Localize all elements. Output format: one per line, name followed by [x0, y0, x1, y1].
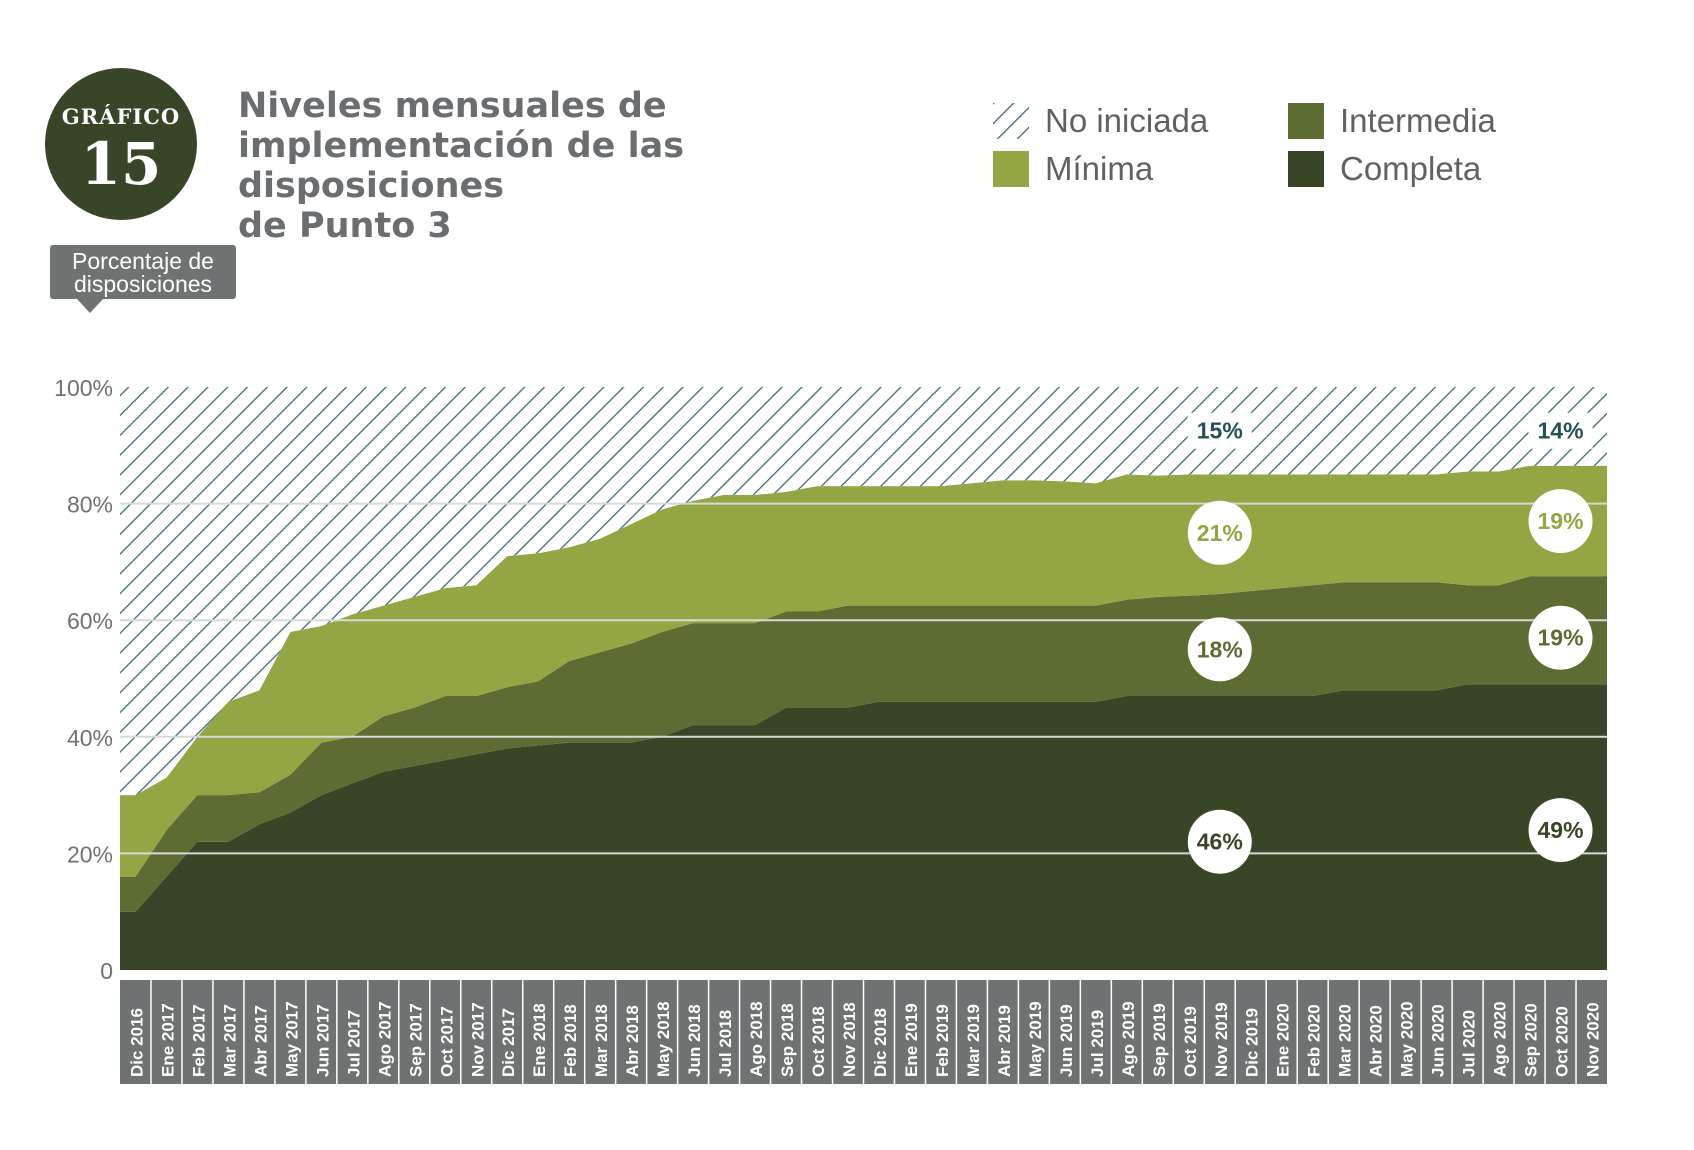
annotation-bubble	[1187, 809, 1252, 874]
legend-label-intermedia: Intermedia	[1340, 102, 1496, 139]
y-tick-label: 20%	[67, 841, 113, 867]
y-tick-label: 80%	[67, 492, 113, 518]
legend-label-no-iniciada: No iniciada	[1045, 102, 1209, 139]
x-tick-label: Sep 2020	[1522, 1003, 1541, 1077]
x-tick-label: Feb 2017	[189, 1004, 208, 1077]
x-tick-label: Ago 2020	[1491, 1001, 1510, 1077]
x-tick-label: Ago 2017	[375, 1001, 394, 1077]
x-tick-label: Mar 2019	[964, 1004, 983, 1077]
y-tick-label: 60%	[67, 608, 113, 634]
area-series-no-iniciada	[120, 387, 1607, 796]
legend-item-completa: Completa	[1288, 149, 1481, 189]
x-tick-label: Feb 2019	[933, 1004, 952, 1077]
y-axis-unit-label: Porcentaje de disposiciones	[50, 245, 236, 299]
legend-label-completa: Completa	[1340, 150, 1482, 187]
annotation-bubble	[1528, 605, 1593, 670]
x-tick-label: Nov 2017	[468, 1002, 487, 1077]
legend-swatch-no-iniciada	[993, 103, 1029, 139]
x-tick-label: May 2020	[1398, 1001, 1417, 1077]
x-tick-label: Dic 2018	[871, 1008, 890, 1077]
x-tick-label: Nov 2020	[1584, 1002, 1603, 1077]
y-tick-label: 0	[100, 958, 113, 984]
x-tick-label: Jul 2019	[1088, 1010, 1107, 1077]
x-tick-label: Abr 2020	[1367, 1005, 1386, 1077]
x-tick-label: Oct 2017	[437, 1006, 456, 1077]
annotation-backdrop	[1528, 412, 1593, 449]
x-tick-label: Abr 2018	[623, 1005, 642, 1077]
x-tick-label: Ene 2019	[902, 1003, 921, 1077]
chart-badge: GRÁFICO 15	[45, 68, 197, 220]
x-tick-label: Ene 2017	[158, 1003, 177, 1077]
annotation-label: 19%	[1538, 508, 1584, 534]
x-tick-label: May 2018	[654, 1001, 673, 1077]
x-tick-label: Mar 2017	[220, 1004, 239, 1077]
x-tick-label: Jun 2018	[685, 1004, 704, 1077]
x-tick-label: Nov 2019	[1212, 1002, 1231, 1077]
x-tick-label: Abr 2017	[251, 1005, 270, 1077]
x-tick-label: Dic 2016	[127, 1008, 146, 1077]
legend-swatch-completa	[1288, 151, 1324, 187]
annotation-label: 46%	[1197, 829, 1243, 855]
x-tick-label: Ene 2018	[530, 1003, 549, 1077]
x-tick-label: Oct 2019	[1181, 1006, 1200, 1077]
area-series-minima	[120, 465, 1607, 877]
x-tick-label: Jul 2018	[716, 1010, 735, 1077]
x-tick-label: Ene 2020	[1274, 1003, 1293, 1077]
x-tick-label: Dic 2017	[499, 1008, 518, 1077]
annotation-bubble	[1187, 617, 1252, 682]
annotation-backdrop	[1187, 412, 1252, 449]
annotation-label: 19%	[1538, 625, 1584, 651]
x-tick-label: May 2017	[282, 1001, 301, 1077]
y-tick-label: 40%	[67, 725, 113, 751]
x-tick-label: Jul 2020	[1460, 1010, 1479, 1077]
y-axis-unit-pointer	[77, 299, 103, 313]
annotation-label: 14%	[1538, 418, 1584, 444]
x-tick-label: Ago 2018	[747, 1001, 766, 1077]
x-tick-label: Jun 2020	[1429, 1004, 1448, 1077]
x-tick-label: Sep 2018	[778, 1003, 797, 1077]
x-tick-label: Ago 2019	[1119, 1001, 1138, 1077]
badge-number: 15	[80, 130, 162, 198]
badge-label: GRÁFICO	[61, 104, 181, 129]
x-tick-label: Feb 2018	[561, 1004, 580, 1077]
x-tick-label: Mar 2020	[1336, 1004, 1355, 1077]
legend-label-minima: Mínima	[1045, 150, 1154, 187]
annotation-label: 18%	[1197, 636, 1243, 662]
x-tick-label: Sep 2017	[406, 1003, 425, 1077]
x-tick-label: Jun 2019	[1057, 1004, 1076, 1077]
annotation-label: 21%	[1197, 520, 1243, 546]
annotation-bubble	[1187, 500, 1252, 565]
x-tick-label: Nov 2018	[840, 1002, 859, 1077]
y-tick-label: 100%	[54, 375, 113, 401]
plot-area: 0 20% 40% 60% 80% 100% Dic 2016 Ene 2017 Feb 201…	[54, 375, 1607, 1084]
annotation-label: 49%	[1538, 817, 1584, 843]
legend-swatch-minima	[993, 151, 1029, 187]
x-tick-label: Abr 2019	[995, 1005, 1014, 1077]
x-tick-label: Jun 2017	[313, 1004, 332, 1077]
x-tick-label: Dic 2019	[1243, 1008, 1262, 1077]
chart-title: Niveles mensuales de implementación de l…	[238, 86, 685, 246]
annotation-bubble	[1528, 798, 1593, 863]
x-tick-label: Sep 2019	[1150, 1003, 1169, 1077]
x-tick-label: May 2019	[1026, 1001, 1045, 1077]
annotation-bubble	[1528, 489, 1593, 554]
x-tick-label: Feb 2020	[1305, 1004, 1324, 1077]
x-tick-label: Mar 2018	[592, 1004, 611, 1077]
annotation-label: 15%	[1197, 418, 1243, 444]
x-tick-label: Oct 2018	[809, 1006, 828, 1077]
legend-swatch-intermedia	[1288, 103, 1324, 139]
area-series-completa	[120, 684, 1607, 970]
legend-item-no-iniciada: No iniciada	[993, 101, 1208, 141]
legend-item-intermedia: Intermedia	[1288, 101, 1496, 141]
x-tick-label: Jul 2017	[344, 1010, 363, 1077]
x-tick-label: Oct 2020	[1553, 1006, 1572, 1077]
legend-item-minima: Mínima	[993, 149, 1153, 189]
